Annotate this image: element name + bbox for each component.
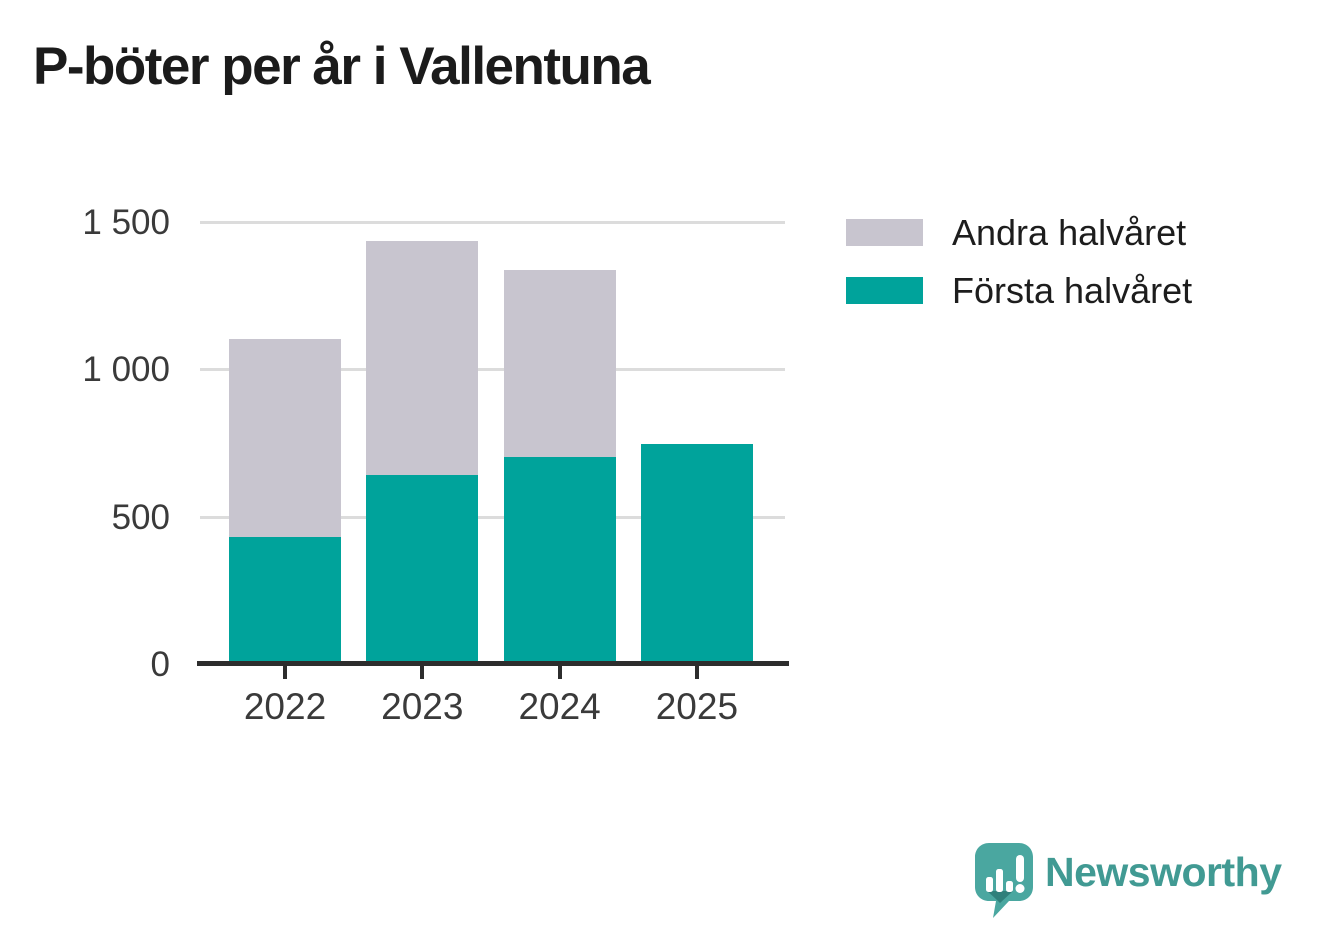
bar-segment-2022-forsta bbox=[229, 536, 341, 665]
bar-group-2022 bbox=[229, 339, 341, 665]
x-tick-2024 bbox=[557, 666, 562, 679]
legend-swatch-forsta-halvaret bbox=[846, 277, 923, 304]
y-tick-label-500: 500 bbox=[111, 497, 170, 537]
legend-item-forsta-halvaret: Första halvåret bbox=[846, 270, 1192, 311]
bar-segment-2023-forsta bbox=[366, 474, 479, 665]
legend-label-andra-halvaret: Andra halvåret bbox=[952, 211, 1187, 253]
bar-segment-2024-forsta bbox=[503, 457, 616, 665]
x-tick-2025 bbox=[694, 666, 699, 679]
plot-area bbox=[200, 221, 789, 665]
gridline-1500 bbox=[200, 221, 785, 224]
y-tick-label-1500: 1 500 bbox=[82, 203, 170, 242]
bar-group-2025 bbox=[640, 444, 753, 665]
gridline-500 bbox=[200, 515, 785, 519]
x-tick-2023 bbox=[420, 666, 425, 679]
newsworthy-chart-bubble-icon bbox=[975, 843, 1033, 927]
bar-segment-2025-forsta bbox=[640, 444, 753, 665]
x-tick-label-2024: 2024 bbox=[518, 686, 601, 727]
x-tick-2022 bbox=[283, 666, 287, 679]
x-tick-label-2025: 2025 bbox=[655, 686, 739, 727]
chart-title: P-böter per år i Vallentuna bbox=[33, 37, 651, 96]
legend-label-forsta-halvaret: Första halvåret bbox=[952, 269, 1193, 311]
bar-segment-2023-andra bbox=[366, 240, 479, 475]
legend: Andra halvåret Första halvåret bbox=[846, 212, 1192, 335]
x-tick-label-2023: 2023 bbox=[381, 686, 464, 727]
x-axis-line bbox=[197, 661, 789, 666]
bar-segment-2024-andra bbox=[503, 270, 616, 458]
brand-footer: Newsworthy bbox=[975, 843, 1282, 927]
bar-group-2023 bbox=[366, 240, 479, 665]
y-tick-label-0: 0 bbox=[150, 645, 170, 684]
legend-item-andra-halvaret: Andra halvåret bbox=[846, 212, 1192, 253]
gridline-1000 bbox=[200, 368, 785, 372]
y-tick-label-1000: 1 000 bbox=[82, 350, 170, 390]
bar-group-2024 bbox=[503, 270, 616, 665]
bar-segment-2022-andra bbox=[229, 339, 341, 537]
x-tick-label-2022: 2022 bbox=[243, 686, 327, 727]
brand-wordmark: Newsworthy bbox=[1045, 849, 1282, 895]
legend-swatch-andra-halvaret bbox=[846, 219, 923, 246]
